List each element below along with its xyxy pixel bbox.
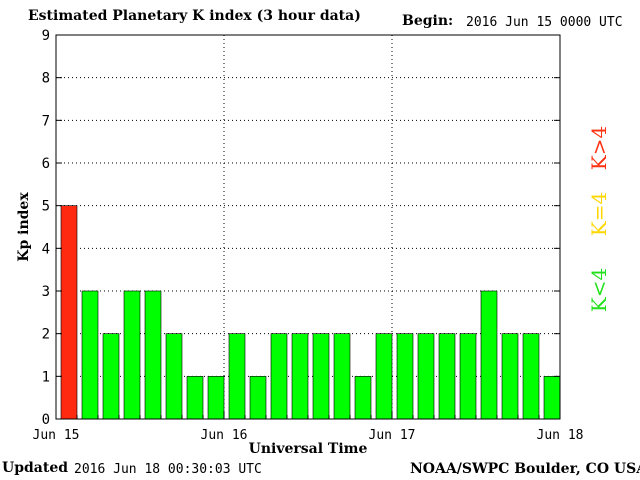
y-tick-label: 2 bbox=[42, 327, 50, 343]
chart-title: Estimated Planetary K index (3 hour data… bbox=[28, 8, 361, 24]
kp-bar bbox=[60, 205, 78, 420]
kp-bar bbox=[375, 333, 393, 420]
legend-item: K<4 bbox=[587, 268, 611, 312]
kp-bar bbox=[333, 333, 351, 420]
kp-bar bbox=[459, 333, 477, 420]
chart-bars bbox=[60, 205, 561, 420]
kp-bar bbox=[291, 333, 309, 420]
kp-bar bbox=[480, 290, 498, 420]
kp-bar bbox=[417, 333, 435, 420]
y-tick-label: 3 bbox=[42, 284, 50, 300]
kp-bar bbox=[249, 376, 267, 420]
y-tick-label: 9 bbox=[42, 28, 50, 44]
begin-label: Begin: bbox=[402, 13, 454, 29]
y-tick-label: 1 bbox=[42, 369, 50, 385]
kp-bar bbox=[501, 333, 519, 420]
legend: K>4 K=4 K<4 bbox=[587, 126, 611, 312]
kp-bar bbox=[123, 290, 141, 420]
x-tick-label: Jun 18 bbox=[537, 428, 584, 443]
x-axis-label: Universal Time bbox=[249, 441, 368, 457]
kp-bar bbox=[228, 333, 246, 420]
y-tick-label: 6 bbox=[42, 156, 50, 172]
y-axis: 0 1 2 3 4 5 6 7 8 9 bbox=[42, 28, 560, 428]
legend-item: K>4 bbox=[587, 126, 611, 170]
y-tick-label: 8 bbox=[42, 71, 50, 87]
kp-bar bbox=[165, 333, 183, 420]
y-tick-label: 4 bbox=[42, 241, 50, 257]
kp-bar bbox=[354, 376, 372, 420]
x-tick-label: Jun 15 bbox=[33, 428, 80, 443]
x-tick-label: Jun 17 bbox=[369, 428, 416, 443]
y-tick-label: 0 bbox=[42, 412, 50, 428]
kp-bar bbox=[312, 333, 330, 420]
kp-bar bbox=[186, 376, 204, 420]
y-axis-label: Kp index bbox=[16, 192, 32, 262]
kp-bar bbox=[543, 376, 561, 420]
kp-bar bbox=[102, 333, 120, 420]
kp-bar bbox=[81, 290, 99, 420]
kp-bar bbox=[207, 376, 225, 420]
kp-bar bbox=[396, 333, 414, 420]
begin-value: 2016 Jun 15 0000 UTC bbox=[466, 15, 623, 30]
y-tick-label: 7 bbox=[42, 113, 50, 129]
legend-item: K=4 bbox=[587, 192, 611, 236]
source-credit: NOAA/SWPC Boulder, CO USA bbox=[410, 461, 640, 477]
updated-value: 2016 Jun 18 00:30:03 UTC bbox=[74, 462, 262, 477]
kp-bar bbox=[270, 333, 288, 420]
updated-label: Updated bbox=[2, 460, 69, 476]
kp-bar bbox=[522, 333, 540, 420]
y-tick-label: 5 bbox=[42, 199, 50, 215]
kp-bar bbox=[144, 290, 162, 420]
kp-bar bbox=[438, 333, 456, 420]
x-axis: Jun 15 Jun 16 Jun 17 Jun 18 bbox=[33, 411, 584, 443]
x-tick-label: Jun 16 bbox=[201, 428, 248, 443]
